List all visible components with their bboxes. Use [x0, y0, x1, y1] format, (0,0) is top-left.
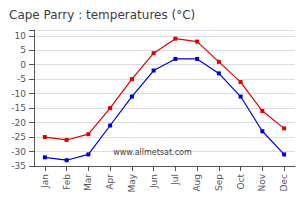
svg-text:Cape Parry : temperatures (°C): Cape Parry : temperatures (°C)	[9, 8, 195, 22]
svg-text:-35: -35	[11, 161, 26, 171]
svg-text:-5: -5	[17, 74, 26, 84]
svg-text:May: May	[127, 173, 137, 192]
svg-text:Mar: Mar	[83, 174, 93, 191]
svg-text:Apr: Apr	[105, 174, 115, 190]
svg-text:Aug: Aug	[192, 174, 202, 192]
svg-text:10: 10	[15, 31, 27, 41]
svg-text:5: 5	[20, 45, 26, 55]
svg-text:Jun: Jun	[149, 174, 159, 189]
svg-text:Dec: Dec	[279, 174, 289, 191]
svg-text:www.allmetsat.com: www.allmetsat.com	[113, 148, 192, 157]
svg-text:Oct: Oct	[236, 174, 246, 190]
svg-text:-20: -20	[11, 118, 26, 128]
svg-text:Jul: Jul	[170, 174, 180, 186]
svg-text:-15: -15	[11, 103, 26, 113]
svg-text:Feb: Feb	[62, 174, 72, 190]
svg-text:-10: -10	[11, 89, 26, 99]
svg-text:Jan: Jan	[40, 174, 50, 189]
svg-text:-30: -30	[11, 147, 26, 157]
svg-text:0: 0	[20, 60, 26, 70]
svg-text:Nov: Nov	[257, 173, 267, 191]
svg-text:-25: -25	[11, 132, 26, 142]
svg-text:Sep: Sep	[214, 174, 224, 191]
